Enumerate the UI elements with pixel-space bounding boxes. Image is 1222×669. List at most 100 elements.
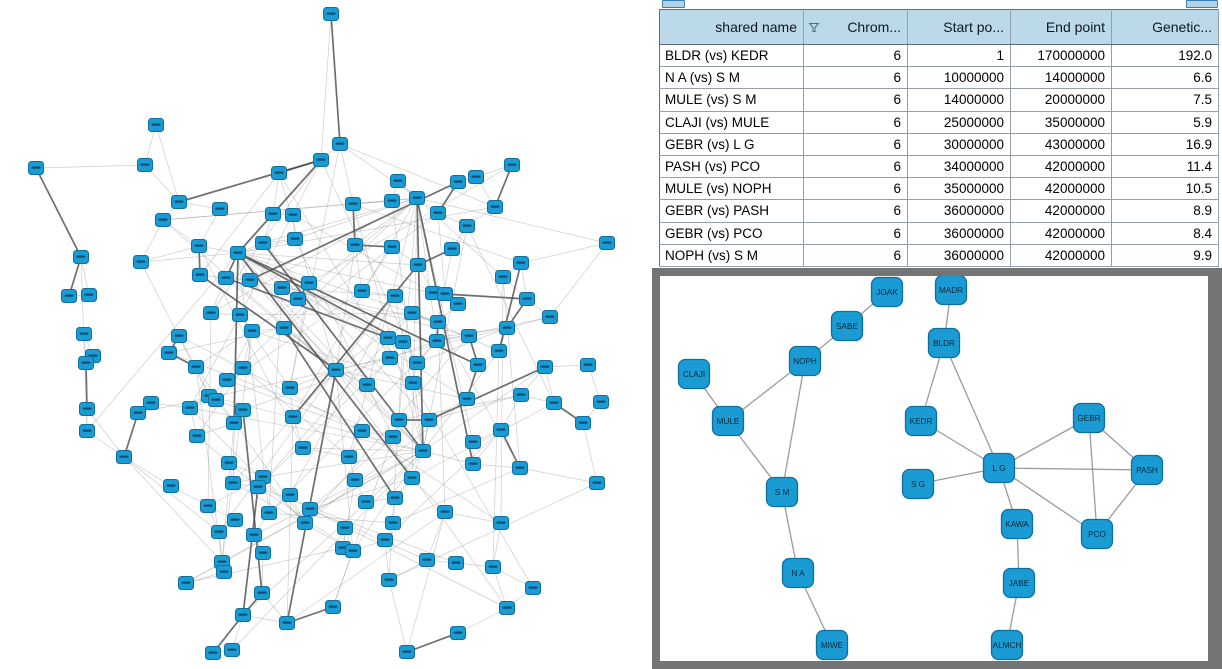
network-node[interactable] (265, 207, 281, 221)
network-node[interactable] (575, 416, 591, 430)
network-node[interactable] (178, 576, 194, 590)
network-node[interactable] (499, 601, 515, 615)
network-node[interactable] (381, 573, 397, 587)
network-node[interactable] (203, 306, 219, 320)
network-node[interactable] (345, 544, 361, 558)
network-node-madr[interactable]: MADR (934, 276, 968, 306)
table-row[interactable]: NOPH (vs) S M 6 36000000 42000000 9.9 (659, 244, 1219, 267)
network-node[interactable] (382, 351, 398, 365)
network-node[interactable] (468, 170, 484, 184)
network-node[interactable] (377, 533, 393, 547)
network-node[interactable] (276, 321, 292, 335)
network-node[interactable] (405, 376, 421, 390)
network-node[interactable] (387, 289, 403, 303)
network-node[interactable] (224, 643, 240, 657)
network-node[interactable] (513, 256, 529, 270)
overview-network-canvas[interactable] (0, 0, 651, 669)
network-node[interactable] (189, 429, 205, 443)
network-node[interactable] (493, 516, 509, 530)
network-node[interactable] (290, 292, 306, 306)
network-node[interactable] (218, 271, 234, 285)
network-node[interactable] (459, 219, 475, 233)
network-node-claji[interactable]: CLAJI (677, 358, 711, 390)
table-row[interactable]: MULE (vs) S M 6 14000000 20000000 7.5 (659, 88, 1219, 112)
network-node[interactable] (390, 174, 406, 188)
network-node[interactable] (76, 327, 92, 341)
network-node[interactable] (409, 356, 425, 370)
network-node[interactable] (227, 513, 243, 527)
network-node[interactable] (200, 499, 216, 513)
network-node[interactable] (226, 416, 242, 430)
network-node[interactable] (337, 521, 353, 535)
network-node[interactable] (250, 480, 266, 494)
network-node[interactable] (143, 396, 159, 410)
network-node[interactable] (192, 268, 208, 282)
network-node[interactable] (301, 276, 317, 290)
network-node-joak[interactable]: JOAK (870, 276, 904, 308)
network-node[interactable] (385, 516, 401, 530)
network-node[interactable] (525, 581, 541, 595)
network-node[interactable] (79, 424, 95, 438)
network-node[interactable] (225, 476, 241, 490)
network-node-s-g[interactable]: S G (901, 468, 935, 500)
network-node[interactable] (430, 315, 446, 329)
network-node[interactable] (345, 197, 361, 211)
network-node[interactable] (137, 158, 153, 172)
network-node[interactable] (216, 565, 232, 579)
network-node[interactable] (116, 450, 132, 464)
network-node[interactable] (255, 236, 271, 250)
network-node[interactable] (450, 297, 466, 311)
network-node[interactable] (415, 444, 431, 458)
network-node[interactable] (504, 158, 520, 172)
detail-network-canvas[interactable]: JOAK MADR SABE NOPH CLAJI BLDR MULE KEDR GEBR S M… (660, 276, 1208, 661)
network-node[interactable] (444, 242, 460, 256)
network-node[interactable] (255, 546, 271, 560)
table-row[interactable]: PASH (vs) PCO 6 34000000 42000000 11.4 (659, 155, 1219, 179)
network-node[interactable] (78, 356, 94, 370)
network-node[interactable] (212, 202, 228, 216)
network-node[interactable] (219, 373, 235, 387)
network-node[interactable] (354, 284, 370, 298)
network-node[interactable] (465, 435, 481, 449)
network-node[interactable] (328, 363, 344, 377)
network-node[interactable] (282, 381, 298, 395)
network-node[interactable] (519, 292, 535, 306)
column-header-start-po[interactable]: Start po... (907, 9, 1011, 45)
network-node[interactable] (155, 213, 171, 227)
network-node[interactable] (599, 236, 615, 250)
network-node[interactable] (465, 457, 481, 471)
network-node[interactable] (191, 239, 207, 253)
network-node[interactable] (421, 413, 437, 427)
network-node[interactable] (485, 560, 501, 574)
scrollbar-thumb[interactable] (1186, 0, 1218, 8)
network-node[interactable] (384, 240, 400, 254)
network-node[interactable] (395, 335, 411, 349)
network-node-kawa[interactable]: KAWA (1000, 508, 1034, 540)
column-header-shared-name[interactable]: shared name (659, 9, 804, 45)
network-node-pco[interactable]: PCO (1080, 518, 1114, 550)
network-node[interactable] (380, 331, 396, 345)
network-node[interactable] (287, 232, 303, 246)
network-node[interactable] (261, 506, 277, 520)
network-node[interactable] (437, 505, 453, 519)
column-header-end-point[interactable]: End point (1010, 9, 1112, 45)
network-node[interactable] (387, 491, 403, 505)
network-node[interactable] (430, 206, 446, 220)
network-node[interactable] (295, 441, 311, 455)
network-node[interactable] (385, 430, 401, 444)
network-node[interactable] (221, 456, 237, 470)
network-node[interactable] (593, 395, 609, 409)
network-node[interactable] (285, 208, 301, 222)
table-row[interactable]: GEBR (vs) L G 6 30000000 43000000 16.9 (659, 133, 1219, 156)
network-node[interactable] (254, 586, 270, 600)
scrollbar-thumb[interactable] (662, 0, 685, 8)
network-node-mule[interactable]: MULE (711, 405, 745, 437)
network-node[interactable] (450, 175, 466, 189)
network-node[interactable] (73, 250, 89, 264)
table-row[interactable]: BLDR (vs) KEDR 6 1 170000000 192.0 (659, 44, 1219, 68)
network-node[interactable] (133, 255, 149, 269)
network-node-s-m[interactable]: S M (765, 476, 799, 508)
network-node[interactable] (459, 392, 475, 406)
network-node[interactable] (325, 600, 341, 614)
network-node[interactable] (399, 645, 415, 659)
